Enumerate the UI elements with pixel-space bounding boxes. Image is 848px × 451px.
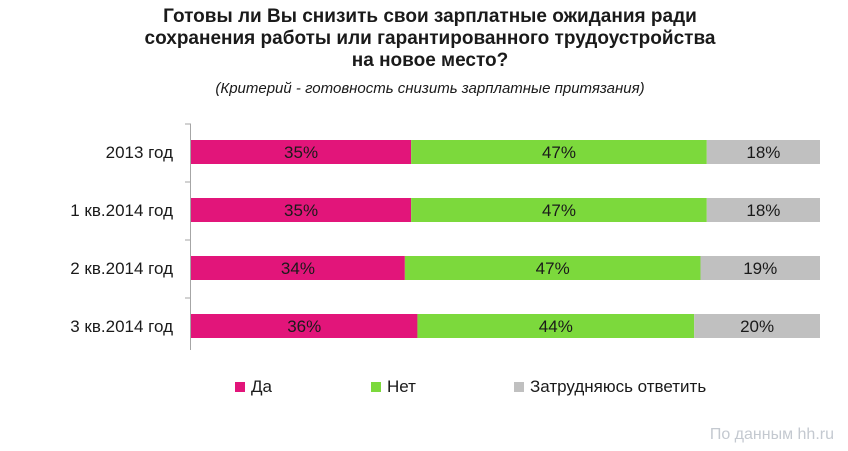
bar-segment (191, 256, 405, 280)
category-label: 3 кв.2014 год (70, 317, 173, 336)
data-label: 18% (746, 201, 780, 220)
chart-title-line-3: на новое место? (351, 50, 509, 71)
chart-title-line-1: Готовы ли Вы снизить свои зарплатные ожи… (163, 6, 697, 27)
data-label: 47% (542, 143, 576, 162)
category-label: 2013 год (106, 143, 173, 162)
chart-subtitle: (Критерий - готовность снизить зарплатны… (215, 80, 645, 97)
bar-segment (700, 256, 820, 280)
data-label: 34% (281, 259, 315, 278)
legend-swatch-da (235, 382, 245, 392)
legend-swatch-zatr (514, 382, 524, 392)
legend-item-net: Нет (371, 377, 416, 397)
data-label: 35% (284, 143, 318, 162)
bar-segment (417, 314, 695, 338)
data-label: 19% (743, 259, 777, 278)
data-label: 47% (542, 201, 576, 220)
bar-segment (706, 140, 820, 164)
bar-segment (706, 198, 820, 222)
legend-label-zatr: Затрудняюсь ответить (530, 377, 707, 396)
bar-segment (191, 140, 412, 164)
bar-segment (404, 256, 701, 280)
category-label: 2 кв.2014 год (70, 259, 173, 278)
chart-title-line-2: сохранения работы или гарантированного т… (144, 28, 716, 49)
data-label: 20% (740, 317, 774, 336)
category-label: 1 кв.2014 год (70, 201, 173, 220)
bar-segment (694, 314, 820, 338)
legend-item-da: Да (235, 377, 272, 397)
legend-item-zatr: Затрудняюсь ответить (514, 377, 706, 397)
legend-label-da: Да (251, 377, 272, 396)
bar-segment (411, 140, 707, 164)
legend-swatch-net (371, 382, 381, 392)
data-label: 36% (287, 317, 321, 336)
source-credit: По данным hh.ru (709, 426, 834, 443)
legend-label-net: Нет (387, 377, 416, 396)
chart-title: Готовы ли Вы снизить свои зарплатные ожи… (80, 6, 780, 72)
data-label: 35% (284, 201, 318, 220)
data-label: 44% (539, 317, 573, 336)
data-label: 18% (746, 143, 780, 162)
bar-segment (191, 198, 412, 222)
data-label: 47% (536, 259, 570, 278)
bar-segment (411, 198, 707, 222)
bar-segment (191, 314, 418, 338)
